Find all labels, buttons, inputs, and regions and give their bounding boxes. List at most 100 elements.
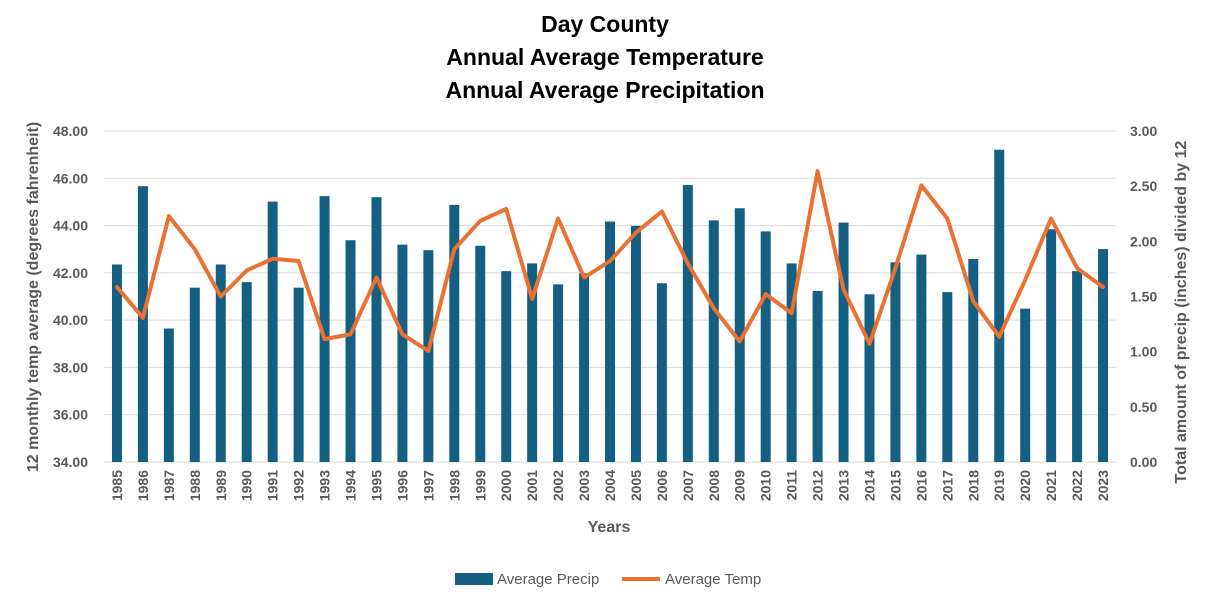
precip-bar (189, 287, 200, 462)
chart-title-line: Annual Average Precipitation (445, 77, 764, 103)
x-tick-label: 1985 (109, 470, 125, 501)
x-tick-label: 2010 (758, 470, 774, 501)
precip-bar (968, 258, 979, 462)
precip-bar (682, 185, 693, 462)
precip-bar (1020, 308, 1031, 462)
y2-tick-label: 2.50 (1130, 178, 1157, 194)
x-tick-label: 2020 (1017, 470, 1033, 501)
precip-bar (890, 262, 901, 462)
precip-bar (163, 328, 174, 462)
precip-bar (1098, 249, 1109, 462)
y2-tick-label: 0.50 (1130, 399, 1157, 415)
x-tick-label: 1997 (420, 470, 436, 501)
x-tick-label: 1989 (213, 470, 229, 501)
y-tick-label: 34.00 (53, 454, 88, 470)
temp-line-group (115, 169, 1105, 353)
legend: Average Precip Average Temp (455, 571, 761, 588)
x-tick-label: 2001 (524, 470, 540, 501)
y2-axis-title: Total amount of precip (inches) divided … (1173, 140, 1190, 483)
x-tick-label: 2013 (836, 470, 852, 501)
y2-tick-label: 3.00 (1130, 123, 1157, 139)
chart-title-line: Day County (541, 11, 669, 37)
precip-bar (760, 231, 771, 462)
x-tick-label: 1992 (291, 470, 307, 501)
y2-tick-label: 1.50 (1130, 289, 1157, 305)
precip-bar (527, 263, 538, 462)
x-tick-label: 1990 (239, 470, 255, 501)
precip-bar (501, 271, 512, 462)
x-tick-label: 1998 (446, 470, 462, 501)
y-tick-label: 48.00 (53, 123, 88, 139)
y-tick-label: 44.00 (53, 218, 88, 234)
precip-bars (111, 149, 1109, 463)
x-tick-label: 2000 (498, 470, 514, 501)
x-tick-label: 1995 (368, 470, 384, 501)
precip-bar (838, 222, 849, 462)
precip-bar (449, 204, 460, 462)
y-axis-title: 12 monthly temp average (degrees fahrenh… (25, 122, 42, 472)
precip-bar (579, 273, 590, 462)
precip-bar (397, 244, 408, 462)
y-tick-label: 38.00 (53, 359, 88, 375)
x-tick-label: 2012 (810, 470, 826, 501)
y2-tick-label: 1.00 (1130, 344, 1157, 360)
right-axis-ticks: 0.00 0.50 1.00 1.50 2.00 2.50 3.00 (1130, 123, 1157, 470)
x-tick-label: 2019 (991, 470, 1007, 501)
x-tick-label: 2008 (706, 470, 722, 501)
x-tick-label: 1996 (394, 470, 410, 501)
precip-bar (111, 264, 122, 462)
x-tick-label: 1987 (161, 470, 177, 501)
chart-title-line: Annual Average Temperature (446, 44, 763, 70)
precip-bar (864, 294, 875, 462)
x-tick-label: 2007 (680, 470, 696, 501)
x-tick-label: 2006 (654, 470, 670, 501)
x-tick-label: 2018 (965, 470, 981, 501)
legend-label-temp: Average Temp (665, 571, 761, 588)
x-tick-label: 2011 (784, 470, 800, 501)
precip-bar (812, 290, 823, 462)
temp-line (115, 169, 1105, 353)
precip-bar (708, 220, 719, 462)
precip-bar (241, 282, 252, 462)
chart-title: Day County Annual Average Temperature Annu… (445, 11, 764, 103)
precip-bar (293, 287, 304, 462)
x-tick-label: 2009 (732, 470, 748, 501)
precip-bar (656, 283, 667, 462)
y-tick-label: 36.00 (53, 407, 88, 423)
precip-bar (267, 201, 278, 462)
x-axis-title: Years (588, 519, 631, 536)
x-tick-label: 2023 (1095, 470, 1111, 501)
precip-bar (1072, 271, 1083, 462)
x-tick-label: 1999 (472, 470, 488, 501)
precip-bar (553, 284, 564, 462)
precip-bar (605, 221, 615, 462)
x-tick-label: 2003 (576, 470, 592, 501)
legend-label-precip: Average Precip (497, 571, 599, 588)
x-axis-ticks: 1985 1986 1987 1988 1989 1990 1991 1992 1993 1994… (109, 470, 1111, 501)
precip-bar (475, 245, 486, 462)
x-tick-label: 1993 (317, 470, 333, 501)
precip-bar (734, 208, 745, 462)
x-tick-label: 2022 (1069, 470, 1085, 501)
x-tick-label: 2005 (628, 470, 644, 501)
precip-bar (319, 196, 330, 462)
precip-bar (1046, 229, 1057, 462)
precip-bar (215, 264, 226, 462)
precip-bar (137, 186, 148, 462)
y-tick-label: 46.00 (53, 170, 88, 186)
precip-bar (371, 197, 382, 462)
precip-bar (916, 254, 927, 462)
y2-tick-label: 2.00 (1130, 233, 1157, 249)
y2-tick-label: 0.00 (1130, 454, 1157, 470)
x-tick-label: 1986 (135, 470, 151, 501)
precip-bar (630, 225, 641, 462)
precip-bar (994, 149, 1005, 463)
x-tick-label: 2016 (913, 470, 929, 501)
precip-bar (423, 250, 434, 462)
x-tick-label: 2015 (887, 470, 903, 501)
x-tick-label: 1994 (343, 470, 359, 501)
y-tick-label: 42.00 (53, 265, 88, 281)
y-tick-label: 40.00 (53, 312, 88, 328)
x-tick-label: 1988 (187, 470, 203, 501)
precip-bar (345, 240, 356, 462)
